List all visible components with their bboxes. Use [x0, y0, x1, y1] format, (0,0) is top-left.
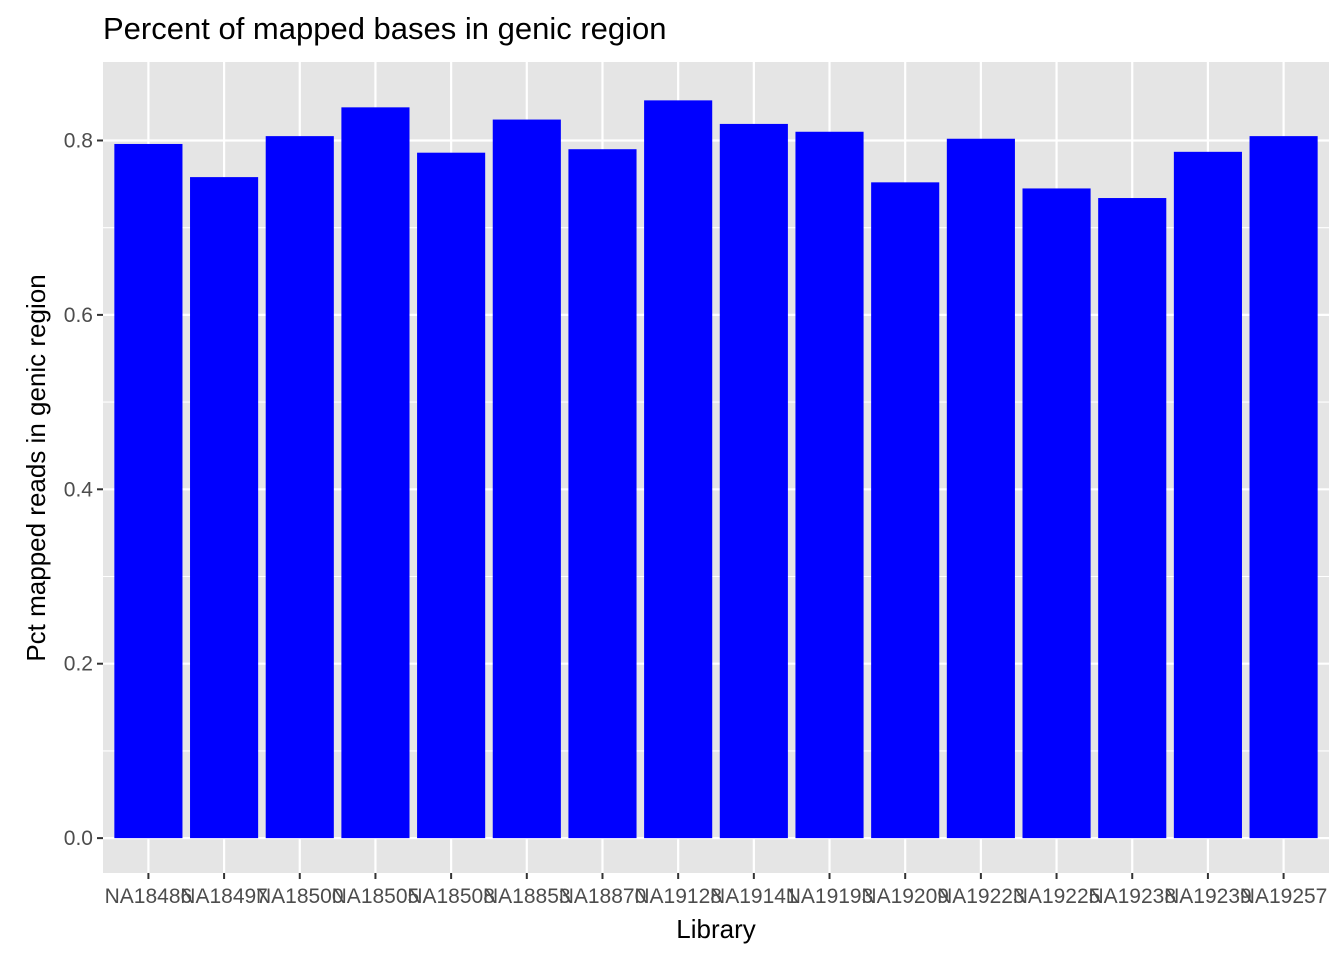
x-tick-label: NA19239	[1164, 885, 1252, 908]
x-tick-label: NA19238	[1088, 885, 1176, 908]
bar-NA18870	[568, 149, 637, 839]
y-tick-label: 0.4	[64, 478, 94, 501]
bar-NA19225	[1022, 188, 1091, 839]
x-tick-label: NA18505	[332, 885, 420, 908]
y-tick-label: 0.2	[64, 653, 93, 676]
x-tick-label: NA19141	[710, 885, 798, 908]
x-tick-label: NA19209	[861, 885, 949, 908]
bar-NA19238	[1098, 198, 1167, 839]
x-tick-label: NA18500	[256, 885, 344, 908]
bar-NA19128	[644, 100, 713, 839]
bar-NA19223	[946, 138, 1015, 839]
bar-NA19193	[795, 131, 864, 839]
bar-NA19141	[719, 123, 788, 839]
x-tick-label: NA19128	[634, 885, 722, 908]
x-tick-label: NA18870	[559, 885, 647, 908]
x-tick-label: NA18508	[407, 885, 495, 908]
bar-NA19239	[1173, 151, 1242, 839]
bar-NA18853	[492, 119, 561, 839]
bar-NA18497	[190, 177, 259, 839]
bar-NA18505	[341, 107, 410, 839]
x-tick-label: NA18486	[105, 885, 193, 908]
bar-NA19257	[1249, 136, 1318, 839]
y-axis-title: Pct mapped reads in genic region	[21, 274, 51, 661]
x-axis-title: Library	[676, 914, 755, 944]
plot-panel	[103, 62, 1329, 873]
x-axis: NA18486NA18497NA18500NA18505NA18508NA188…	[105, 873, 1328, 908]
y-tick-label: 0.6	[64, 304, 93, 327]
y-tick-label: 0.0	[64, 827, 93, 850]
bar-NA18508	[417, 152, 486, 839]
chart-title: Percent of mapped bases in genic region	[103, 11, 667, 46]
y-axis: 0.0 0.2 0.4 0.6 0.8	[64, 129, 103, 850]
x-tick-label: NA18497	[180, 885, 268, 908]
x-tick-label: NA19257	[1240, 885, 1328, 908]
bar-NA19209	[871, 182, 940, 839]
y-tick-label: 0.8	[64, 129, 93, 152]
bar-NA18486	[114, 143, 183, 839]
x-tick-label: NA19223	[937, 885, 1025, 908]
x-tick-label: NA19225	[1013, 885, 1101, 908]
bar-NA18500	[265, 136, 334, 839]
x-tick-label: NA19193	[786, 885, 874, 908]
x-tick-label: NA18853	[483, 885, 571, 908]
